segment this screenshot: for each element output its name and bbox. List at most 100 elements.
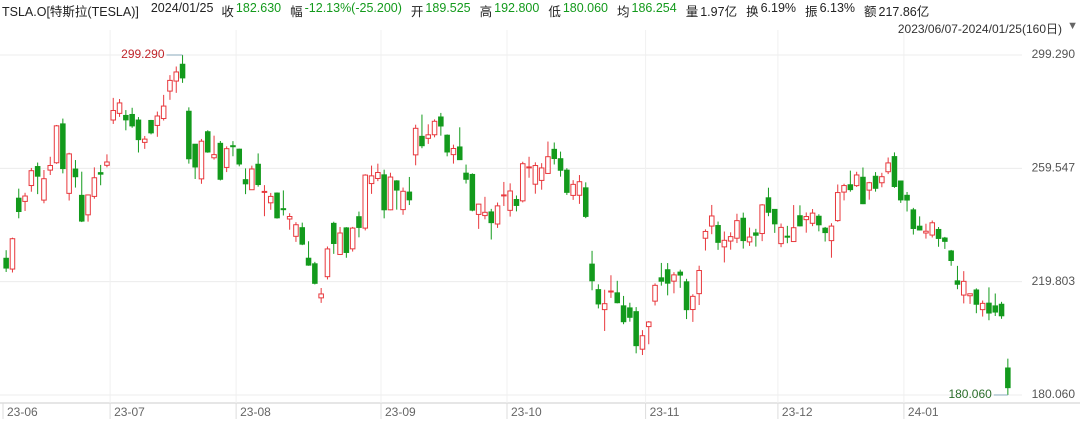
candle-body-down [740,217,747,242]
candle-body-up [885,162,891,173]
candle-body-up [790,227,797,243]
field-label: 收 [221,5,234,19]
candle-body-up [879,176,885,184]
candle-body-up [47,164,54,171]
candle-body-up [41,178,47,201]
candle-body-down [3,257,9,269]
candle-body-up [293,224,299,237]
candle-body-down [34,166,41,177]
candle-body-up [267,195,274,204]
candle-body-up [154,115,161,126]
candle-body-down [192,143,198,168]
candle-body-up [809,212,816,224]
candle-body-down [715,225,721,243]
candle-body-up [545,156,551,174]
candle-body-up [645,321,652,328]
date: 2024/01/25 [150,1,214,15]
candle-body-up [362,174,369,229]
candle-body-up [160,105,167,120]
candle-body-up [601,303,608,311]
candle-body-up [494,205,501,225]
candle-body-up [318,293,324,299]
candle-body-down [816,215,822,226]
candle-body-up [696,270,702,295]
candle-body-down [872,175,879,189]
field-value: 192.800 [494,1,540,15]
candle-body-up [929,222,936,236]
candle-body-up [834,192,841,222]
candle-body-up [116,102,123,114]
candle-body-down [904,194,910,201]
candle-body-up [375,172,381,179]
field-label: 开 [410,5,424,19]
dropdown-arrow[interactable]: ▼ [1067,20,1078,32]
candle-body-up [53,125,60,164]
field-label: 高 [479,5,493,19]
candle-body-up [853,174,860,187]
candle-body-down [60,123,66,170]
x-tick-label: 23-07 [114,405,145,419]
candle-body-down [753,232,759,236]
candle-body-down [204,131,211,153]
candle-body-down [942,237,948,242]
candle-body-down [488,211,495,224]
candle-body-up [22,195,28,202]
candle-body-up [960,280,967,296]
candle-body-up [526,166,532,169]
candle-body-up [608,290,614,293]
candle-body-up [286,216,293,220]
x-tick-label: 23-09 [385,405,416,419]
candle-body-up [828,225,835,242]
field-value: 186.254 [631,1,677,15]
field-value: 182.630 [235,1,282,15]
candle-body-down [186,110,192,160]
candle-body-up [261,190,268,193]
y-tick-label: 180.060 [1032,387,1076,401]
date-range[interactable]: 2023/06/07-2024/01/25(160日) [897,22,1062,36]
candle-body-down [847,184,854,191]
candle-body-down [381,174,387,211]
candle-body-up [249,168,255,191]
candle-body-up [66,153,72,194]
candle-body-down [97,172,104,175]
candle-body-down [456,146,463,161]
candle-body-up [425,134,432,139]
candle-body-down [299,227,306,245]
candle-body-up [173,71,180,82]
candle-body-up [198,140,205,180]
candle-body-up [507,190,513,211]
candle-body-up [778,226,784,245]
candle-body-down [463,172,469,180]
candle-body-up [727,236,734,242]
field-value: 189.525 [425,1,471,15]
candle-body-up [104,161,110,166]
candle-body-up [519,163,526,202]
field-value: 217.86亿 [878,5,930,19]
candle-body-up [412,127,419,156]
candle-body-up [337,232,343,255]
candle-body-down [72,168,79,178]
candle-body-down [948,250,954,262]
candle-body-down [123,114,129,121]
candle-body-up [721,239,728,248]
candle-body-up [431,120,438,136]
candle-body-down [797,215,803,227]
field-value: 6.13% [819,1,856,15]
y-tick-label: 219.803 [1032,274,1076,288]
candle-body-up [450,147,457,156]
candle-body-up [9,238,16,270]
candle-body-down [255,163,261,186]
candle-body-up [368,175,375,185]
candle-body-up [211,154,217,159]
candle-body-up [400,190,406,211]
candle-body-down [438,116,444,127]
candle-body-down [973,289,980,305]
candle-body-up [85,194,91,216]
candle-body-down [677,271,684,276]
candle-body-down [242,179,249,185]
candle-body-down [765,197,772,213]
candle-body-up [110,110,117,121]
candle-body-down [129,113,135,127]
